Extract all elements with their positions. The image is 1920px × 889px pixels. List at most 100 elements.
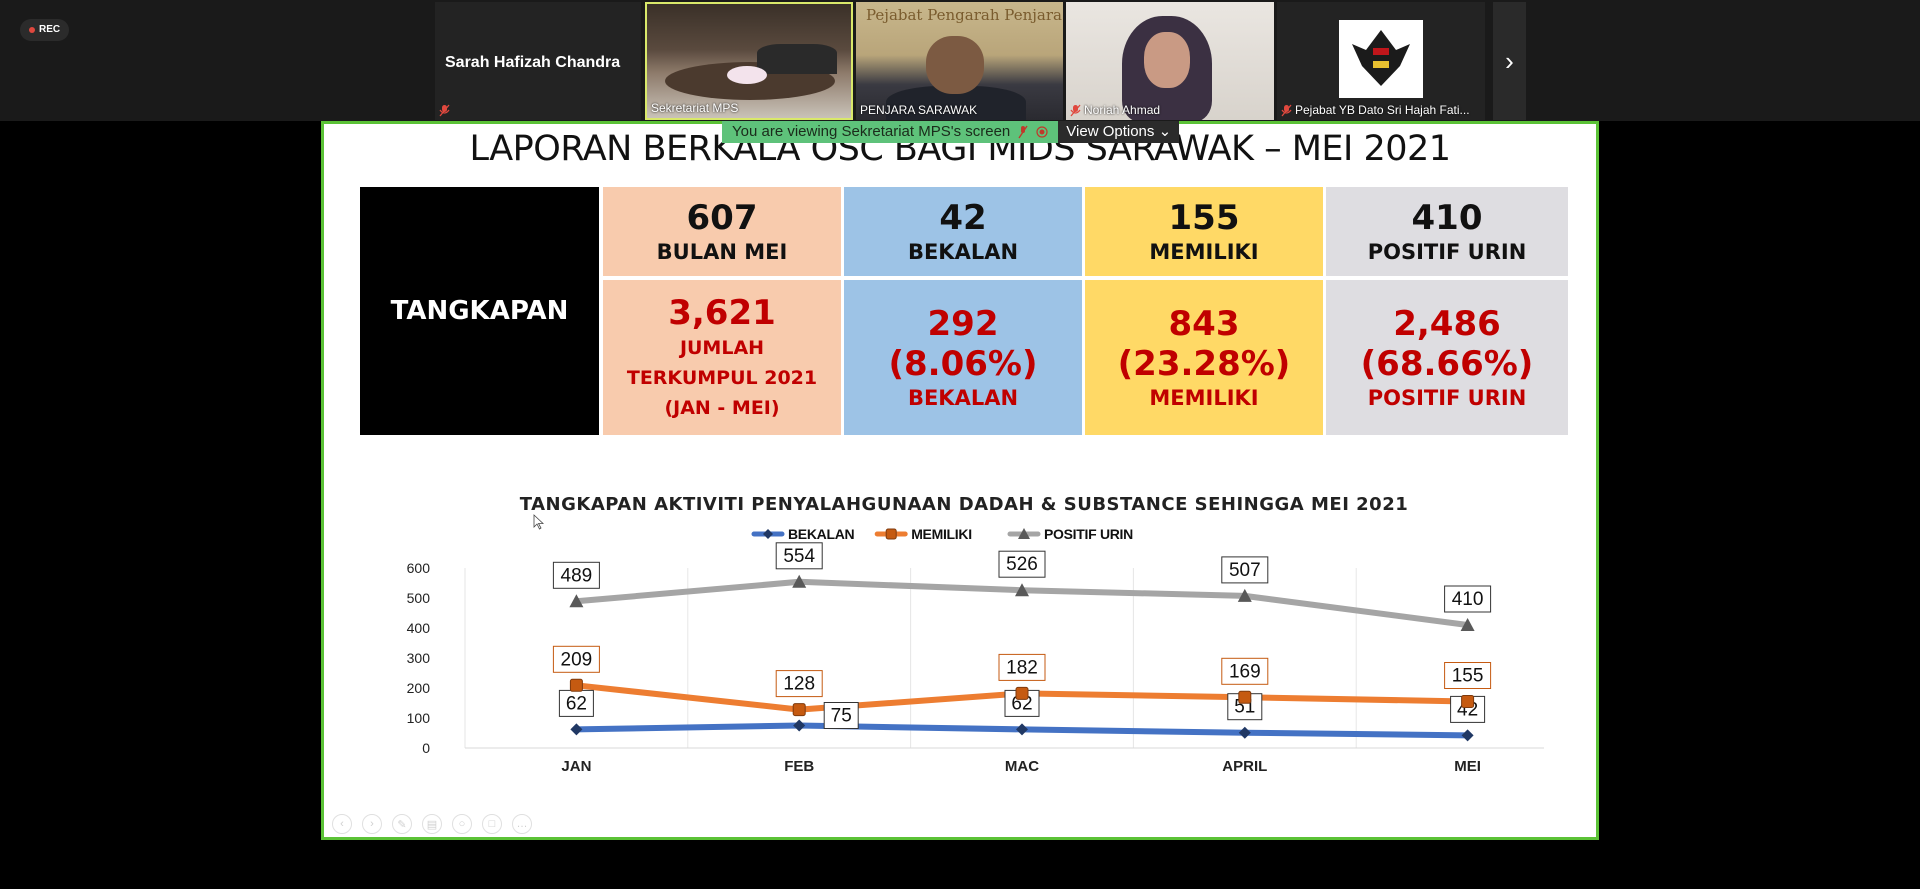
participant-label: PENJARA SARAWAK <box>860 103 978 117</box>
summary-cell: 3,621 JUMLAH TERKUMPUL 2021 (JAN - MEI) <box>603 280 841 435</box>
print-icon[interactable]: ▤ <box>422 814 442 834</box>
summary-label: BEKALAN <box>907 385 1019 410</box>
data-label-box <box>552 645 600 673</box>
data-point <box>1237 588 1252 602</box>
participant-label: Pejabat YB Dato Sri Hajah Fati... <box>1281 103 1470 117</box>
participant-tile-sarah[interactable]: Sarah Hafizah Chandra <box>435 2 641 120</box>
x-tick-label: MEI <box>1454 758 1481 775</box>
data-point <box>1238 690 1252 704</box>
data-point <box>1461 695 1475 708</box>
back-icon[interactable]: ‹ <box>332 814 352 834</box>
x-tick-label: APRIL <box>1222 758 1267 775</box>
data-point <box>793 719 806 732</box>
data-label-box <box>1221 657 1269 685</box>
mic-muted-icon <box>1070 104 1081 116</box>
participant-label <box>439 104 450 117</box>
data-label: 75 <box>831 706 852 727</box>
y-tick-label: 200 <box>407 680 431 696</box>
summary-cell: 843 (23.28%) MEMILIKI <box>1085 280 1323 435</box>
recording-label: REC <box>39 24 61 35</box>
summary-cell: 410 POSITIF URIN <box>1326 187 1568 276</box>
view-options-label: View Options <box>1066 123 1155 140</box>
summary-line: (JAN - MEI) <box>664 396 780 419</box>
zoom-icon[interactable]: ○ <box>452 814 472 834</box>
data-point <box>1460 618 1475 631</box>
y-tick-label: 100 <box>407 710 431 726</box>
video-feed <box>1277 2 1485 120</box>
summary-percent: (23.28%) <box>1117 343 1291 384</box>
summary-label: MEMILIKI <box>1149 385 1259 410</box>
x-tick-label: FEB <box>784 758 814 775</box>
state-crest-icon <box>1339 20 1423 98</box>
data-label-box <box>775 670 823 698</box>
mic-muted-icon <box>439 104 450 117</box>
data-label-box <box>1444 585 1492 613</box>
video-feed: Pejabat Pengarah Penjara <box>856 2 1063 120</box>
summary-cell: 292 (8.06%) BEKALAN <box>844 280 1082 435</box>
data-label-box <box>823 702 859 729</box>
y-tick-label: 500 <box>407 590 431 606</box>
pen-icon[interactable]: ✎ <box>392 814 412 834</box>
participant-name-large: Sarah Hafizah Chandra <box>445 54 621 71</box>
data-label: 554 <box>783 546 815 567</box>
view-options-button[interactable]: View Options ⌄ <box>1058 121 1180 143</box>
summary-value: 3,621 <box>668 292 776 333</box>
data-label-box <box>1221 556 1269 584</box>
data-label-box <box>1444 662 1492 689</box>
wall-sign: Pejabat Pengarah Penjara <box>866 6 1062 24</box>
video-feed <box>1066 2 1274 120</box>
more-icon[interactable]: … <box>512 814 532 834</box>
data-label: 155 <box>1452 666 1484 687</box>
data-label-box <box>998 550 1046 578</box>
shared-screen: LAPORAN BERKALA OSC BAGI MIDS SARAWAK – … <box>321 121 1599 840</box>
summary-value: 607 <box>686 197 758 238</box>
mic-muted-icon <box>1281 104 1292 116</box>
data-label-box <box>558 689 594 717</box>
summary-label: POSITIF URIN <box>1367 385 1527 410</box>
participant-tile-pejabat[interactable]: Pejabat YB Dato Sri Hajah Fati... <box>1277 2 1485 120</box>
summary-value: 155 <box>1168 197 1240 238</box>
data-label-box <box>775 542 823 570</box>
participant-name: Noriah Ahmad <box>1084 103 1161 117</box>
summary-value: 410 <box>1411 197 1483 238</box>
data-point <box>1016 723 1028 736</box>
viewing-banner: You are viewing Sekretariat MPS's screen… <box>722 121 1180 143</box>
legend-marker <box>1018 528 1030 539</box>
data-point <box>1238 726 1251 739</box>
participant-label: Noriah Ahmad <box>1070 103 1160 117</box>
y-tick-label: 0 <box>422 740 430 756</box>
summary-line: JUMLAH <box>679 336 765 359</box>
forward-icon[interactable]: › <box>362 814 382 834</box>
participant-tile-penjara[interactable]: Pejabat Pengarah Penjara PENJARA SARAWAK <box>856 2 1063 120</box>
summary-label: BEKALAN <box>907 239 1019 264</box>
participant-name: Pejabat YB Dato Sri Hajah Fati... <box>1295 103 1470 117</box>
data-point <box>1461 729 1474 742</box>
summary-value: 292 <box>927 303 999 344</box>
record-status-icon <box>1036 126 1048 138</box>
participant-label: Sekretariat MPS <box>651 101 739 115</box>
y-tick-label: 600 <box>407 560 431 576</box>
summary-label: POSITIF URIN <box>1367 239 1527 264</box>
data-label: 507 <box>1229 560 1261 581</box>
summary-label: MEMILIKI <box>1149 239 1259 264</box>
data-label: 169 <box>1229 661 1261 682</box>
participant-tile-noriah[interactable]: Noriah Ahmad <box>1066 2 1274 120</box>
summary-cell: 2,486 (68.66%) POSITIF URIN <box>1326 280 1568 435</box>
next-page-button[interactable]: › <box>1493 2 1526 120</box>
record-dot-icon <box>29 27 35 33</box>
summary-value: 2,486 <box>1393 303 1501 344</box>
x-tick-label: JAN <box>561 758 591 775</box>
mic-muted-icon <box>1018 125 1028 139</box>
participant-tile-sekretariat[interactable]: Sekretariat MPS <box>645 2 853 120</box>
legend-marker <box>763 529 773 539</box>
summary-value: 843 <box>1168 303 1240 344</box>
summary-percent: (68.66%) <box>1360 343 1534 384</box>
summary-cell: 155 MEMILIKI <box>1085 187 1323 276</box>
data-label: 62 <box>566 693 587 714</box>
row-label: TANGKAPAN <box>360 187 599 435</box>
participant-strip: REC Sarah Hafizah Chandra Sekretariat MP… <box>0 0 1920 121</box>
data-label: 128 <box>783 674 815 695</box>
data-point <box>792 703 806 717</box>
copy-icon[interactable]: □ <box>482 814 502 834</box>
